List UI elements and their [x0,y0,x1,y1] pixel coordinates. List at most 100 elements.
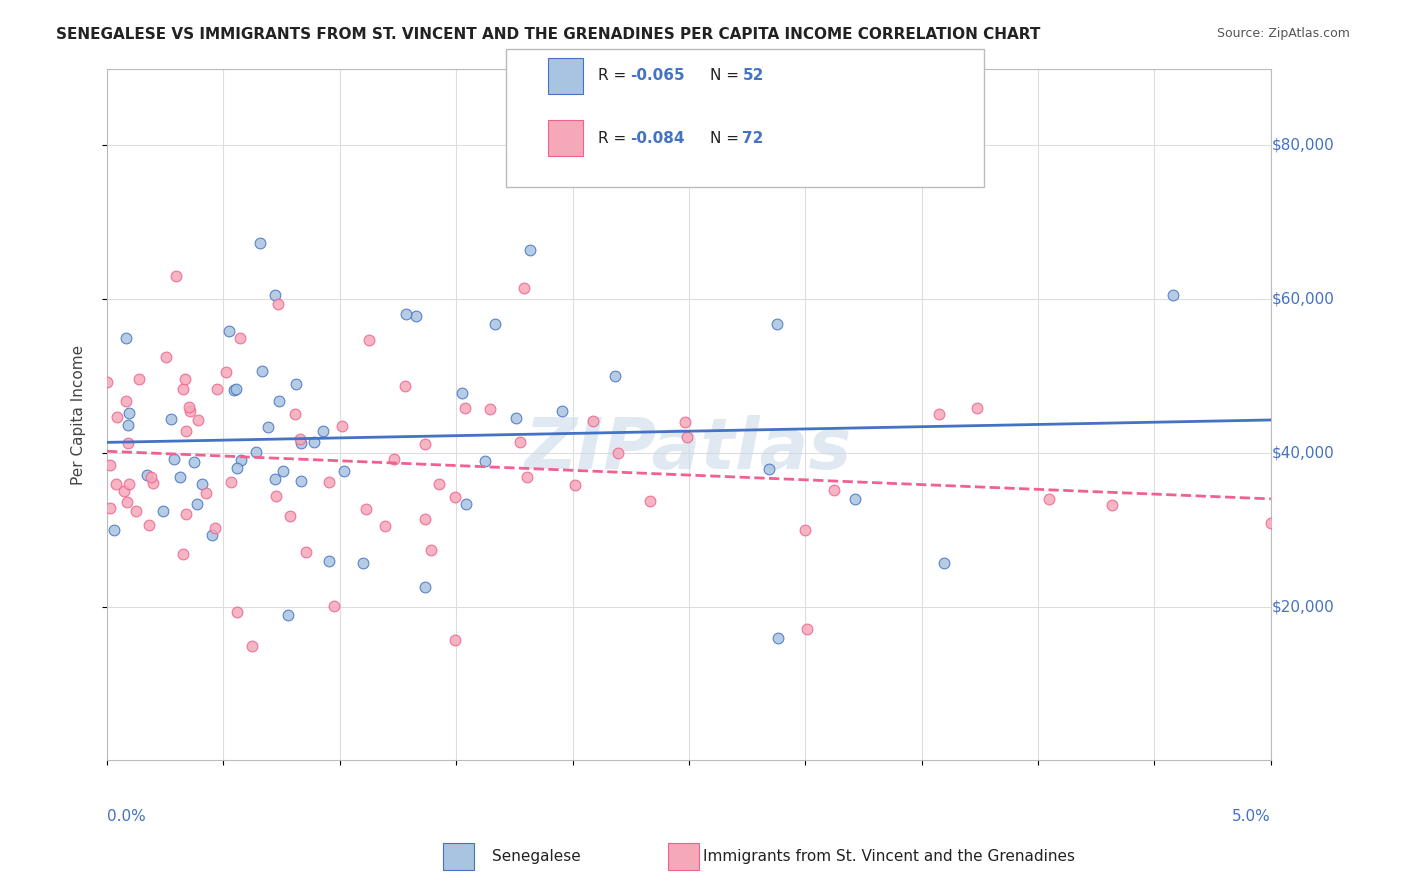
Point [768,631,790,645]
Point [284,377,307,392]
Point [673,416,696,430]
Point [374,519,396,533]
Point [136,467,159,482]
Point [264,288,287,302]
Point [766,318,789,332]
Point [160,411,183,425]
Point [394,379,416,393]
Point [323,599,346,613]
Point [513,281,536,295]
Point [454,497,477,511]
Point [354,502,377,516]
Point [118,476,141,491]
Point [155,350,177,364]
Point [934,556,956,570]
Point [128,372,150,386]
Point [382,452,405,467]
Point [172,547,194,561]
Text: 52: 52 [742,69,763,83]
Point [333,464,356,478]
Point [103,523,125,537]
Point [796,622,818,636]
Point [966,401,988,415]
Point [201,528,224,542]
Point [318,554,340,568]
Point [267,297,290,311]
Point [215,365,238,379]
Point [205,382,228,396]
Point [169,470,191,484]
Point [288,432,311,446]
Text: Source: ZipAtlas.com: Source: ZipAtlas.com [1216,27,1350,40]
Point [278,509,301,524]
Point [226,606,249,620]
Point [112,484,135,499]
Point [823,483,845,497]
Point [249,236,271,251]
Point [98,458,121,472]
Point [98,500,121,515]
Point [419,542,441,557]
Point [176,425,198,439]
Point [607,446,630,460]
Point [302,435,325,450]
Point [240,639,263,653]
Point [115,495,138,509]
Point [224,384,246,398]
Point [793,523,815,537]
Point [186,497,208,511]
Point [115,331,138,345]
Point [509,434,531,449]
Point [413,580,436,594]
Text: Senegalese: Senegalese [492,849,581,863]
Point [844,492,866,507]
Text: ZIPatlas: ZIPatlas [526,415,852,483]
Point [229,331,252,345]
Point [427,477,450,491]
Text: Immigrants from St. Vincent and the Grenadines: Immigrants from St. Vincent and the Gren… [703,849,1076,863]
Point [226,461,249,475]
Point [118,406,141,420]
Text: -0.065: -0.065 [630,69,685,83]
Point [676,430,699,444]
Point [252,364,274,378]
Point [1161,287,1184,301]
Point [204,521,226,535]
Point [474,454,496,468]
Point [928,407,950,421]
Point [191,476,214,491]
Point [117,435,139,450]
Point [245,445,267,459]
Point [564,478,586,492]
Point [179,404,201,418]
Point [444,633,467,648]
Point [359,333,381,347]
Point [267,394,290,409]
Point [295,545,318,559]
Point [277,608,299,623]
Point [229,452,252,467]
Point [96,376,118,390]
Point [516,470,538,484]
Text: $40,000: $40,000 [1272,445,1334,460]
Point [395,306,418,320]
Point [264,472,287,486]
Point [115,394,138,409]
Point [640,494,662,508]
Text: $20,000: $20,000 [1272,599,1334,615]
Point [415,437,437,451]
Text: R =: R = [598,131,631,145]
Point [318,475,340,489]
Point [257,419,280,434]
Text: 5.0%: 5.0% [1232,809,1271,824]
Point [183,455,205,469]
Point [290,474,312,488]
Point [174,507,197,521]
Point [142,476,165,491]
Point [352,556,374,570]
Text: -0.084: -0.084 [630,131,685,145]
Point [451,386,474,401]
Point [139,470,162,484]
Point [551,404,574,418]
Point [165,268,187,283]
